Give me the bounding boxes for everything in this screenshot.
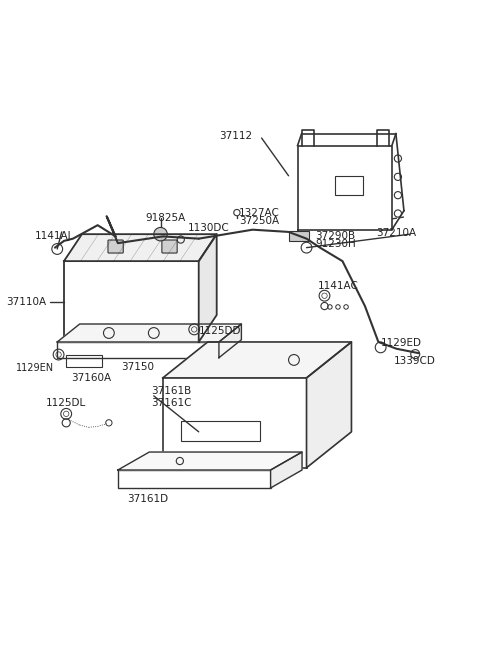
Text: 37210A: 37210A bbox=[376, 228, 417, 238]
Text: 37161B: 37161B bbox=[152, 386, 192, 396]
Text: 37112: 37112 bbox=[219, 131, 252, 141]
Polygon shape bbox=[307, 342, 351, 468]
Text: 1125DD: 1125DD bbox=[199, 326, 241, 336]
Polygon shape bbox=[199, 234, 216, 342]
FancyBboxPatch shape bbox=[108, 240, 123, 253]
Text: 37250A: 37250A bbox=[239, 215, 279, 226]
Polygon shape bbox=[118, 452, 302, 470]
Polygon shape bbox=[163, 342, 351, 378]
Text: 37110A: 37110A bbox=[6, 296, 46, 307]
Text: 1141AJ: 1141AJ bbox=[35, 231, 71, 241]
Text: 91230H: 91230H bbox=[315, 240, 356, 250]
Text: 37290B: 37290B bbox=[315, 231, 356, 240]
Bar bbox=[118, 470, 271, 488]
Bar bbox=[163, 378, 307, 468]
Text: 1125DL: 1125DL bbox=[46, 397, 86, 407]
Circle shape bbox=[154, 227, 167, 241]
FancyBboxPatch shape bbox=[162, 240, 177, 253]
Bar bbox=[66, 355, 102, 367]
Bar bbox=[288, 231, 309, 241]
Text: 1130DC: 1130DC bbox=[188, 223, 229, 233]
Bar bbox=[335, 176, 363, 195]
Polygon shape bbox=[57, 324, 241, 342]
Text: 37161D: 37161D bbox=[127, 494, 168, 504]
Text: 1327AC: 1327AC bbox=[239, 208, 280, 217]
Polygon shape bbox=[271, 452, 302, 488]
Polygon shape bbox=[64, 234, 216, 261]
Text: 91825A: 91825A bbox=[145, 214, 185, 223]
Text: 37150: 37150 bbox=[121, 362, 155, 372]
Polygon shape bbox=[219, 324, 241, 357]
Text: 37161C: 37161C bbox=[152, 398, 192, 408]
Bar bbox=[64, 261, 199, 342]
Text: 1339CD: 1339CD bbox=[394, 356, 436, 366]
Text: 1141AC: 1141AC bbox=[318, 281, 359, 291]
Text: 1129ED: 1129ED bbox=[381, 338, 421, 348]
Bar bbox=[181, 421, 260, 441]
Text: 37160A: 37160A bbox=[71, 373, 111, 383]
Text: 1129EN: 1129EN bbox=[16, 363, 54, 373]
Bar bbox=[57, 342, 219, 357]
